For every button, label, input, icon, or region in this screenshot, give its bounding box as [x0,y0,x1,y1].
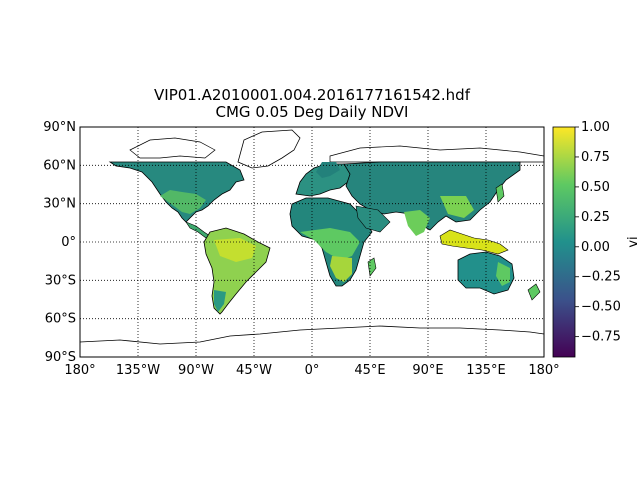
longitude-label: 90°E [412,363,443,378]
sahel-green [300,228,360,260]
colorbar-tick-label: −0.75 [581,330,621,345]
colorbar-tick-label: −0.50 [581,300,621,315]
colorbar-tick-label: 0.75 [581,150,610,165]
longitude-labels: 180° 135°W 90°W 45°W 0° 45°E 90°E 135°E 180° [64,363,559,378]
longitude-label: 135°E [466,363,506,378]
map-frame [79,126,545,358]
latitude-label: 90°N [43,120,76,135]
longitude-label: 135°W [116,363,160,378]
latitude-label: 60°S [45,312,76,327]
colorbar-tick-label: −0.25 [581,270,621,285]
india-green [404,210,430,236]
greenland [237,129,301,169]
southern-africa-green [330,256,352,282]
latitude-labels: 90°S 60°S 30°S 0° 30°N 60°N 90°N [43,120,76,365]
colorbar-tick-label: 0.50 [581,180,610,195]
australia [457,251,515,295]
arctic-islands [129,137,216,159]
latitude-label: 30°N [43,197,76,212]
colorbar-tick-label: 1.00 [581,120,610,135]
arabia [355,205,391,233]
new-zealand [527,283,541,301]
latitude-label: 90°S [45,350,76,365]
patagonia [214,290,226,312]
scandinavia [316,162,340,178]
colorbar [552,126,576,358]
longitude-label: 90°W [178,363,214,378]
map-subtitle: CMG 0.05 Deg Daily NDVI [215,103,409,121]
colorbar-label: vi [626,236,640,247]
amazon-region [214,238,256,262]
china-green [440,196,474,218]
longitude-label: 180° [528,363,559,378]
colorbar-ticks: 1.00 0.75 0.50 0.25 0.00 −0.25 −0.50 −0.75 [575,120,621,345]
north-america-green [160,190,206,214]
latitude-label: 30°S [45,273,76,288]
colorbar-tick-label: 0.25 [581,210,610,225]
longitude-label: 180° [64,363,95,378]
latitude-label: 60°N [43,158,76,173]
longitude-label: 0° [305,363,320,378]
map-title: VIP01.A2010001.004.2016177161542.hdf [154,86,470,104]
longitude-label: 45°E [354,363,385,378]
japan [495,183,505,203]
latitude-label: 0° [61,235,76,250]
colorbar-tick-label: 0.00 [581,240,610,255]
longitude-label: 45°W [236,363,272,378]
